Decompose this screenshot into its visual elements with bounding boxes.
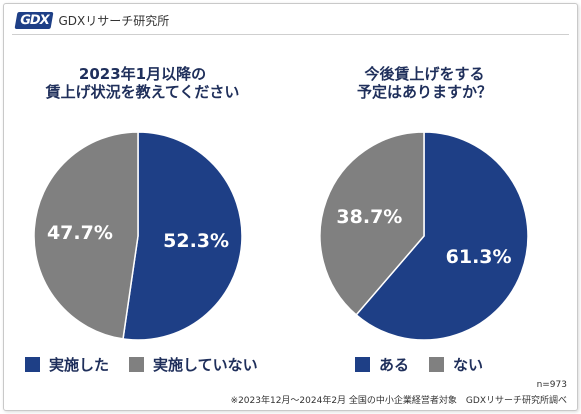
slice-value-label: 38.7% [336,206,402,228]
legend-item-yes: 実施した [25,354,109,375]
sample-size: n=973 [536,380,567,390]
legend-item-no: ない [429,354,483,375]
header-divider [12,34,569,35]
legend-swatch-yes [25,357,40,372]
logo-mark: GDX [14,11,54,29]
legend-item-yes: ある [355,354,409,375]
legend-swatch-yes [355,357,370,372]
chart-2-legend: ある ない [355,354,503,375]
slice-value-label: 52.3% [163,230,229,252]
chart-1-title: 2023年1月以降の 賃上げ状況を教えてください [30,65,255,101]
brand-logo: GDX GDXリサーチ研究所 [14,9,170,31]
pie-slice-yes [122,131,243,341]
chart-1-pie: 52.3% 47.7% [33,131,243,341]
brand-name: GDXリサーチ研究所 [58,13,170,28]
legend-swatch-no [429,357,445,372]
chart-1-title-line-2: 賃上げ状況を教えてください [45,83,240,101]
legend-swatch-no [129,357,145,372]
legend-label: ない [453,356,484,374]
chart-2-pie: 61.3% 38.7% [319,131,529,341]
pie-slice-no [319,131,425,316]
chart-2-title-line-2: 予定はありますか？ [356,83,492,101]
chart-1-legend: 実施した 実施していない [25,354,278,375]
legend-label: 実施していない [153,356,258,374]
legend-label: ある [379,356,410,374]
legend-item-no: 実施していない [129,354,258,375]
chart-1-title-line-1: 2023年1月以降の [78,65,207,83]
chart-2-title-line-1: 今後賃上げをする [364,65,485,83]
slice-value-label: 47.7% [47,222,113,244]
chart-2-title: 今後賃上げをする 予定はありますか？ [312,65,537,101]
pie-slice-yes [355,131,529,341]
pie-slice-no [33,131,139,340]
source-note: ※2023年12月～2024年2月 全国の中小企業経営者対象 GDXリサーチ研究… [230,396,567,406]
slice-value-label: 61.3% [446,246,512,268]
legend-label: 実施した [49,356,110,374]
